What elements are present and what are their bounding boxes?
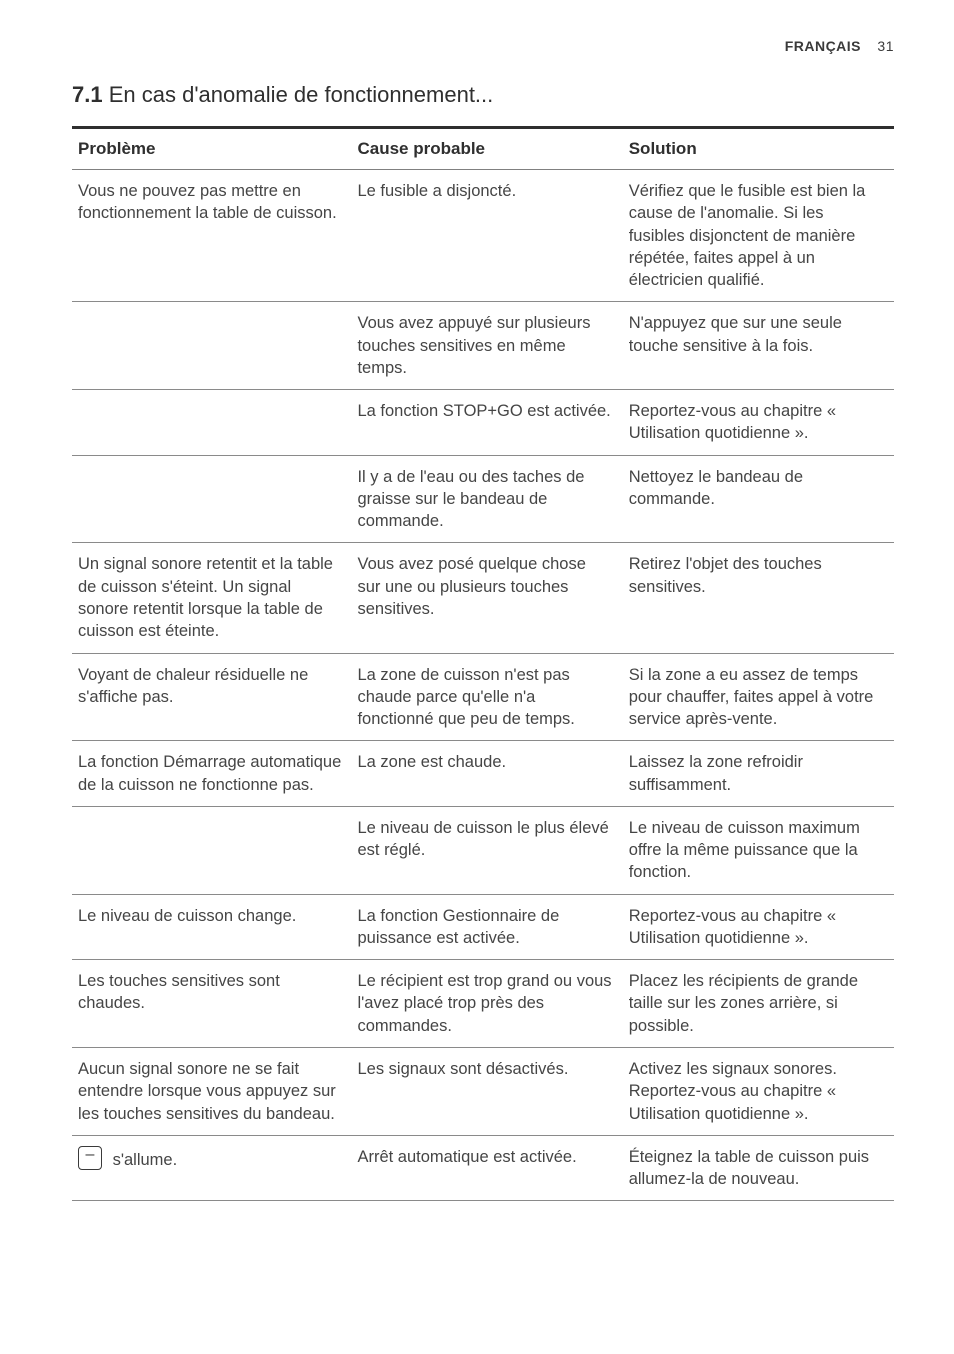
cell-solution: Laissez la zone refroidir suffisamment. bbox=[623, 741, 894, 807]
table-row: Aucun signal sonore ne se fait entendre … bbox=[72, 1047, 894, 1135]
cell-cause: La zone est chaude. bbox=[351, 741, 622, 807]
cell-cause: La fonction STOP+GO est activée. bbox=[351, 390, 622, 456]
cell-cause: Arrêt automatique est activée. bbox=[351, 1135, 622, 1201]
cell-cause: Vous avez appuyé sur plusieurs touches s… bbox=[351, 302, 622, 390]
troubleshooting-table: Problème Cause probable Solution Vous ne… bbox=[72, 126, 894, 1201]
cell-solution: Activez les signaux sonores. Reportez-vo… bbox=[623, 1047, 894, 1135]
cell-solution: Éteignez la table de cuisson puis allume… bbox=[623, 1135, 894, 1201]
cell-cause: Il y a de l'eau ou des taches de graisse… bbox=[351, 455, 622, 543]
table-row: Il y a de l'eau ou des taches de graisse… bbox=[72, 455, 894, 543]
cell-problem: Voyant de chaleur résiduelle ne s'affich… bbox=[72, 653, 351, 741]
page: FRANÇAIS 31 7.1 En cas d'anomalie de fon… bbox=[0, 0, 954, 1241]
header-language: FRANÇAIS bbox=[785, 38, 861, 54]
table-row: Un signal sonore retentit et la table de… bbox=[72, 543, 894, 653]
cell-problem bbox=[72, 390, 351, 456]
table-row: Vous ne pouvez pas mettre en fonctionnem… bbox=[72, 170, 894, 302]
col-problem: Problème bbox=[72, 128, 351, 170]
cell-problem: La fonction Démarrage automatique de la … bbox=[72, 741, 351, 807]
table-header-row: Problème Cause probable Solution bbox=[72, 128, 894, 170]
col-solution: Solution bbox=[623, 128, 894, 170]
cell-problem bbox=[72, 455, 351, 543]
cell-problem: s'allume. bbox=[72, 1135, 351, 1201]
section-title: En cas d'anomalie de fonctionnement... bbox=[109, 82, 494, 107]
cell-problem: Un signal sonore retentit et la table de… bbox=[72, 543, 351, 653]
cell-problem bbox=[72, 806, 351, 894]
cell-cause: Le fusible a disjoncté. bbox=[351, 170, 622, 302]
cell-cause: Vous avez posé quelque chose sur une ou … bbox=[351, 543, 622, 653]
table-row: Les touches sensitives sont chaudes.Le r… bbox=[72, 960, 894, 1048]
cell-cause: Le récipient est trop grand ou vous l'av… bbox=[351, 960, 622, 1048]
cell-solution: Retirez l'objet des touches sensitives. bbox=[623, 543, 894, 653]
header-page-number: 31 bbox=[877, 38, 894, 54]
cell-solution: N'appuyez que sur une seule touche sensi… bbox=[623, 302, 894, 390]
running-header: FRANÇAIS 31 bbox=[72, 38, 894, 54]
cell-solution: Reportez-vous au chapitre « Utilisation … bbox=[623, 894, 894, 960]
table-row: Le niveau de cuisson change.La fonction … bbox=[72, 894, 894, 960]
minus-box-icon bbox=[78, 1146, 102, 1170]
table-row: La fonction STOP+GO est activée.Reportez… bbox=[72, 390, 894, 456]
cell-problem-text: s'allume. bbox=[108, 1151, 177, 1169]
table-row: Voyant de chaleur résiduelle ne s'affich… bbox=[72, 653, 894, 741]
cell-problem: Le niveau de cuisson change. bbox=[72, 894, 351, 960]
cell-cause: La fonction Gestionnaire de puissance es… bbox=[351, 894, 622, 960]
cell-solution: Placez les récipients de grande taille s… bbox=[623, 960, 894, 1048]
table-body: Vous ne pouvez pas mettre en fonctionnem… bbox=[72, 170, 894, 1201]
cell-problem bbox=[72, 302, 351, 390]
cell-cause: Le niveau de cuisson le plus élevé est r… bbox=[351, 806, 622, 894]
table-row: Le niveau de cuisson le plus élevé est r… bbox=[72, 806, 894, 894]
section-number: 7.1 bbox=[72, 82, 103, 107]
cell-problem: Les touches sensitives sont chaudes. bbox=[72, 960, 351, 1048]
cell-solution: Si la zone a eu assez de temps pour chau… bbox=[623, 653, 894, 741]
cell-solution: Reportez-vous au chapitre « Utilisation … bbox=[623, 390, 894, 456]
cell-solution: Le niveau de cuisson maximum offre la mê… bbox=[623, 806, 894, 894]
cell-problem: Aucun signal sonore ne se fait entendre … bbox=[72, 1047, 351, 1135]
cell-cause: Les signaux sont désactivés. bbox=[351, 1047, 622, 1135]
table-row: s'allume. Arrêt automatique est activée.É… bbox=[72, 1135, 894, 1201]
col-cause: Cause probable bbox=[351, 128, 622, 170]
cell-solution: Nettoyez le bandeau de commande. bbox=[623, 455, 894, 543]
table-row: La fonction Démarrage automatique de la … bbox=[72, 741, 894, 807]
cell-solution: Vérifiez que le fusible est bien la caus… bbox=[623, 170, 894, 302]
cell-problem: Vous ne pouvez pas mettre en fonctionnem… bbox=[72, 170, 351, 302]
table-row: Vous avez appuyé sur plusieurs touches s… bbox=[72, 302, 894, 390]
section-heading: 7.1 En cas d'anomalie de fonctionnement.… bbox=[72, 82, 894, 108]
cell-cause: La zone de cuisson n'est pas chaude parc… bbox=[351, 653, 622, 741]
